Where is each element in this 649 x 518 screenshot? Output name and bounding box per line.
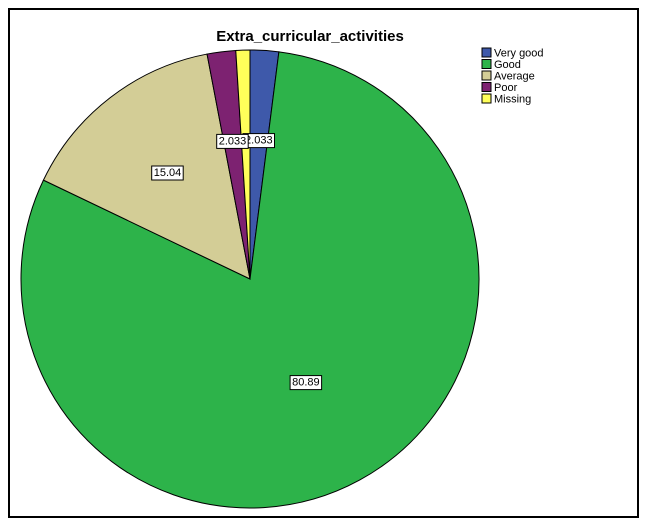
pie-slice-missing: [235, 49, 251, 280]
pie-chart: Extra_curricular_activities 2.033 80.89 15…: [20, 28, 544, 509]
data-label-very-good: 2.033: [245, 135, 273, 147]
legend-swatch-missing: [481, 93, 492, 104]
legend-label-good: Good: [494, 59, 521, 71]
data-label-box-poor: [216, 133, 249, 149]
data-label-box-average: [151, 165, 184, 181]
legend-label-missing: Missing: [494, 94, 531, 106]
legend-swatch-poor: [481, 82, 492, 92]
chart-title: Extra_curricular_activities: [216, 28, 404, 45]
data-label-average: 15.04: [154, 167, 182, 179]
data-labels: 2.033 80.89 15.04 2.033: [151, 133, 323, 391]
legend-label-poor: Poor: [494, 82, 518, 94]
data-label-box-good: [289, 375, 323, 391]
pie-slice-average: [42, 53, 251, 280]
legend-swatch-average: [481, 70, 492, 81]
legend-label-average: Average: [494, 71, 535, 83]
legend-swatch-good: [481, 59, 492, 69]
chart-frame: Extra_curricular_activities 2.033 80.89 15…: [8, 8, 639, 518]
pie-slice-good: [20, 51, 480, 509]
pie-slices: [20, 49, 480, 509]
data-label-good: 80.89: [292, 377, 320, 389]
data-label-poor: 2.033: [219, 135, 247, 147]
legend-label-very-good: Very good: [494, 48, 544, 60]
legend-swatch-very-good: [481, 47, 492, 58]
